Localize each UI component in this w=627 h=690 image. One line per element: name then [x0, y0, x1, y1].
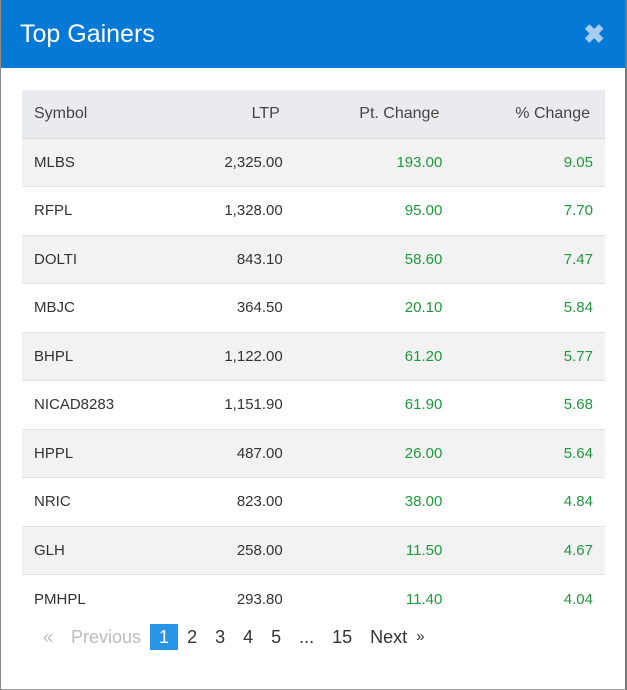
pt-change-cell: 26.00 — [294, 429, 455, 478]
modal-header: Top Gainers ✖ — [1, 0, 625, 68]
ltp-cell: 843.10 — [176, 235, 295, 284]
symbol-cell: PMHPL — [34, 590, 86, 608]
ltp-cell: 2,325.00 — [176, 138, 295, 187]
symbol-cell: BHPL — [22, 332, 177, 381]
gainers-table: Symbol LTP Pt. Change % Change MLBS 2,325… — [22, 90, 605, 623]
pt-change-cell: 20.10 — [294, 283, 455, 333]
pct-change-cell: 7.70 — [454, 186, 605, 236]
ltp-cell: 487.00 — [176, 429, 295, 478]
prev-arrow: « — [43, 627, 54, 647]
pct-change-cell: 4.84 — [454, 477, 605, 527]
table-row[interactable]: MLBS 2,325.00 193.00 9.05 — [22, 138, 605, 187]
pct-change-cell: 7.47 — [454, 235, 605, 284]
ltp-cell: 258.00 — [176, 526, 295, 575]
pt-change-cell: 11.50 — [294, 526, 455, 575]
pt-change-cell: 95.00 — [294, 186, 455, 236]
pt-change-cell: 61.20 — [294, 332, 455, 381]
ltp-cell: 1,151.90 — [176, 380, 295, 430]
pct-change-cell: 5.77 — [454, 332, 605, 381]
symbol-cell: GLH — [22, 526, 177, 575]
col-pt-change[interactable]: Pt. Change — [294, 90, 455, 139]
pct-change-cell: 9.05 — [454, 138, 605, 187]
ltp-cell: 293.80 — [236, 590, 283, 608]
symbol-cell: RFPL — [22, 186, 177, 236]
pct-change-cell: 4.67 — [454, 526, 605, 575]
symbol-cell: NICAD8283 — [22, 380, 177, 430]
next-arrow[interactable]: » — [416, 628, 425, 645]
table-row[interactable]: PMHPL 293.80 11.40 4.04 — [22, 575, 605, 624]
next-button[interactable]: Next — [370, 627, 408, 647]
pt-change-cell: 193.00 — [294, 138, 455, 187]
pct-change-cell: 5.64 — [454, 429, 605, 478]
previous-button: Previous — [71, 627, 142, 647]
table-row[interactable]: BHPL 1,122.00 61.20 5.77 — [22, 332, 605, 381]
table-row[interactable]: HPPL 487.00 26.00 5.64 — [22, 429, 605, 478]
page-2[interactable]: 2 — [187, 627, 198, 647]
symbol-cell: DOLTI — [22, 235, 177, 284]
pt-change-cell: 11.40 — [405, 590, 443, 608]
close-icon[interactable]: ✖ — [583, 18, 605, 49]
table-row[interactable]: MBJC 364.50 20.10 5.84 — [22, 283, 605, 333]
pagination: « Previous 1 2 3 4 5 ... 15 Next » — [34, 624, 425, 650]
page-4[interactable]: 4 — [243, 627, 254, 647]
symbol-cell: MBJC — [22, 283, 177, 333]
col-pct-change[interactable]: % Change — [454, 90, 605, 139]
col-ltp[interactable]: LTP — [176, 90, 295, 139]
page-5[interactable]: 5 — [271, 627, 282, 647]
page-15[interactable]: 15 — [332, 627, 353, 647]
table-row[interactable]: NRIC 823.00 38.00 4.84 — [22, 477, 605, 527]
pt-change-cell: 38.00 — [294, 477, 455, 527]
page-ellipsis: ... — [299, 627, 315, 647]
pt-change-cell: 58.60 — [294, 235, 455, 284]
modal-title: Top Gainers — [20, 19, 155, 48]
pct-change-cell: 5.68 — [454, 380, 605, 430]
ltp-cell: 364.50 — [176, 283, 295, 333]
ltp-cell: 1,328.00 — [176, 186, 295, 236]
symbol-cell: NRIC — [22, 477, 177, 527]
symbol-cell: HPPL — [22, 429, 177, 478]
table-row[interactable]: NICAD8283 1,151.90 61.90 5.68 — [22, 380, 605, 430]
pct-change-cell: 5.84 — [454, 283, 605, 333]
symbol-cell: MLBS — [22, 138, 177, 187]
ltp-cell: 1,122.00 — [176, 332, 295, 381]
table-row[interactable]: RFPL 1,328.00 95.00 7.70 — [22, 186, 605, 236]
ltp-cell: 823.00 — [176, 477, 295, 527]
page-1[interactable]: 1 — [150, 624, 179, 650]
table-row[interactable]: GLH 258.00 11.50 4.67 — [22, 526, 605, 575]
col-symbol[interactable]: Symbol — [22, 90, 177, 139]
table-row[interactable]: DOLTI 843.10 58.60 7.47 — [22, 235, 605, 284]
page-3[interactable]: 3 — [215, 627, 226, 647]
pct-change-cell: 4.04 — [563, 590, 593, 608]
pt-change-cell: 61.90 — [294, 380, 455, 430]
